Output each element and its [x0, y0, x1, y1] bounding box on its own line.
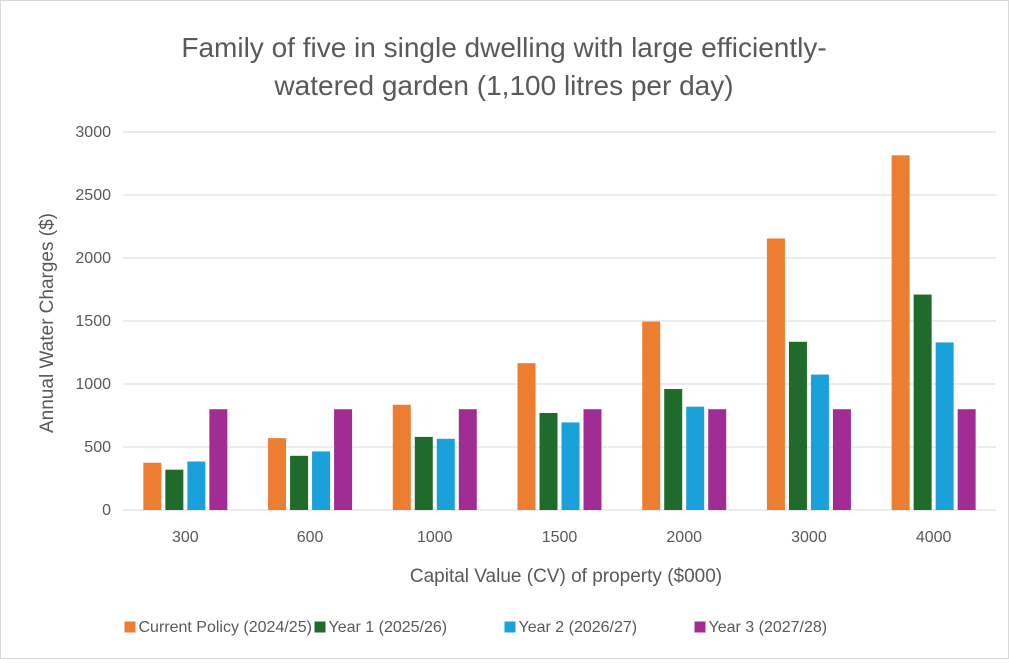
x-tick-label: 600 [297, 529, 324, 546]
bar-series-1-cat-1000 [392, 404, 411, 510]
bar-series-2-cat-300 [165, 469, 184, 510]
x-tick-label: 2000 [666, 529, 702, 546]
legend-swatch [694, 621, 706, 633]
bar-series-3-cat-1000 [436, 438, 455, 510]
x-tick-label: 1500 [542, 529, 578, 546]
x-tick-label: 4000 [916, 529, 952, 546]
bar-series-1-cat-1500 [517, 363, 536, 510]
y-tick-label: 0 [102, 502, 111, 519]
legend-swatch [314, 621, 326, 633]
bar-series-2-cat-2000 [664, 389, 683, 510]
x-axis-tick-labels: 300 600 1000 1500 2000 3000 4000 [172, 529, 952, 546]
x-axis-title: Capital Value (CV) of property ($000) [410, 566, 722, 587]
bar-series-4-cat-300 [209, 409, 228, 510]
chart-title-line-1: Family of five in single dwelling with l… [181, 32, 826, 63]
bar-series-3-cat-3000 [810, 374, 829, 510]
y-axis-title: Annual Water Charges ($) [37, 213, 58, 433]
bar-series-2-cat-3000 [788, 341, 807, 510]
y-tick-label: 1500 [75, 313, 111, 330]
legend-item: Year 2 (2026/27) [504, 619, 638, 636]
legend: Current Policy (2024/25) Year 1 (2025/26)… [124, 619, 828, 636]
bar-series-2-cat-1500 [539, 412, 558, 510]
y-tick-label: 1000 [75, 376, 111, 393]
gridlines [123, 131, 996, 511]
legend-swatch [504, 621, 516, 633]
bar-series [143, 155, 976, 510]
bar-series-3-cat-600 [312, 451, 331, 510]
chart-title-line-2: watered garden (1,100 litres per day) [273, 70, 733, 101]
bar-series-1-cat-3000 [766, 238, 785, 510]
y-tick-label: 500 [84, 439, 111, 456]
bar-series-2-cat-4000 [913, 294, 932, 510]
bar-series-1-cat-4000 [891, 155, 910, 510]
x-tick-label: 1000 [417, 529, 453, 546]
bar-series-4-cat-600 [334, 409, 353, 510]
y-tick-label: 2500 [75, 187, 111, 204]
legend-item: Current Policy (2024/25) [124, 619, 312, 636]
bar-series-1-cat-600 [268, 438, 287, 510]
legend-item: Year 3 (2027/28) [694, 619, 828, 636]
bar-series-3-cat-2000 [686, 406, 705, 510]
bar-series-1-cat-300 [143, 462, 162, 510]
legend-label: Year 3 (2027/28) [709, 619, 828, 636]
bar-series-4-cat-1000 [458, 409, 477, 510]
legend-swatch [124, 621, 136, 633]
bar-series-4-cat-2000 [708, 409, 727, 510]
bar-series-1-cat-2000 [642, 321, 661, 510]
bar-series-3-cat-4000 [935, 342, 954, 510]
bar-series-2-cat-600 [290, 455, 309, 510]
y-tick-label: 2000 [75, 250, 111, 267]
x-tick-label: 3000 [791, 529, 827, 546]
bar-series-3-cat-1500 [561, 422, 580, 510]
legend-item: Year 1 (2025/26) [314, 619, 448, 636]
x-tick-label: 300 [172, 529, 199, 546]
bar-series-3-cat-300 [187, 461, 206, 510]
legend-label: Year 1 (2025/26) [329, 619, 448, 636]
y-axis-tick-labels: 0 500 1000 1500 2000 2500 3000 [75, 124, 111, 519]
bar-series-4-cat-4000 [957, 409, 976, 510]
bar-series-4-cat-1500 [583, 409, 602, 510]
bar-series-2-cat-1000 [414, 436, 433, 510]
chart-title: Family of five in single dwelling with l… [181, 32, 826, 101]
legend-label: Year 2 (2026/27) [519, 619, 638, 636]
legend-label: Current Policy (2024/25) [139, 619, 312, 636]
y-tick-label: 3000 [75, 124, 111, 141]
bar-series-4-cat-3000 [832, 409, 851, 510]
